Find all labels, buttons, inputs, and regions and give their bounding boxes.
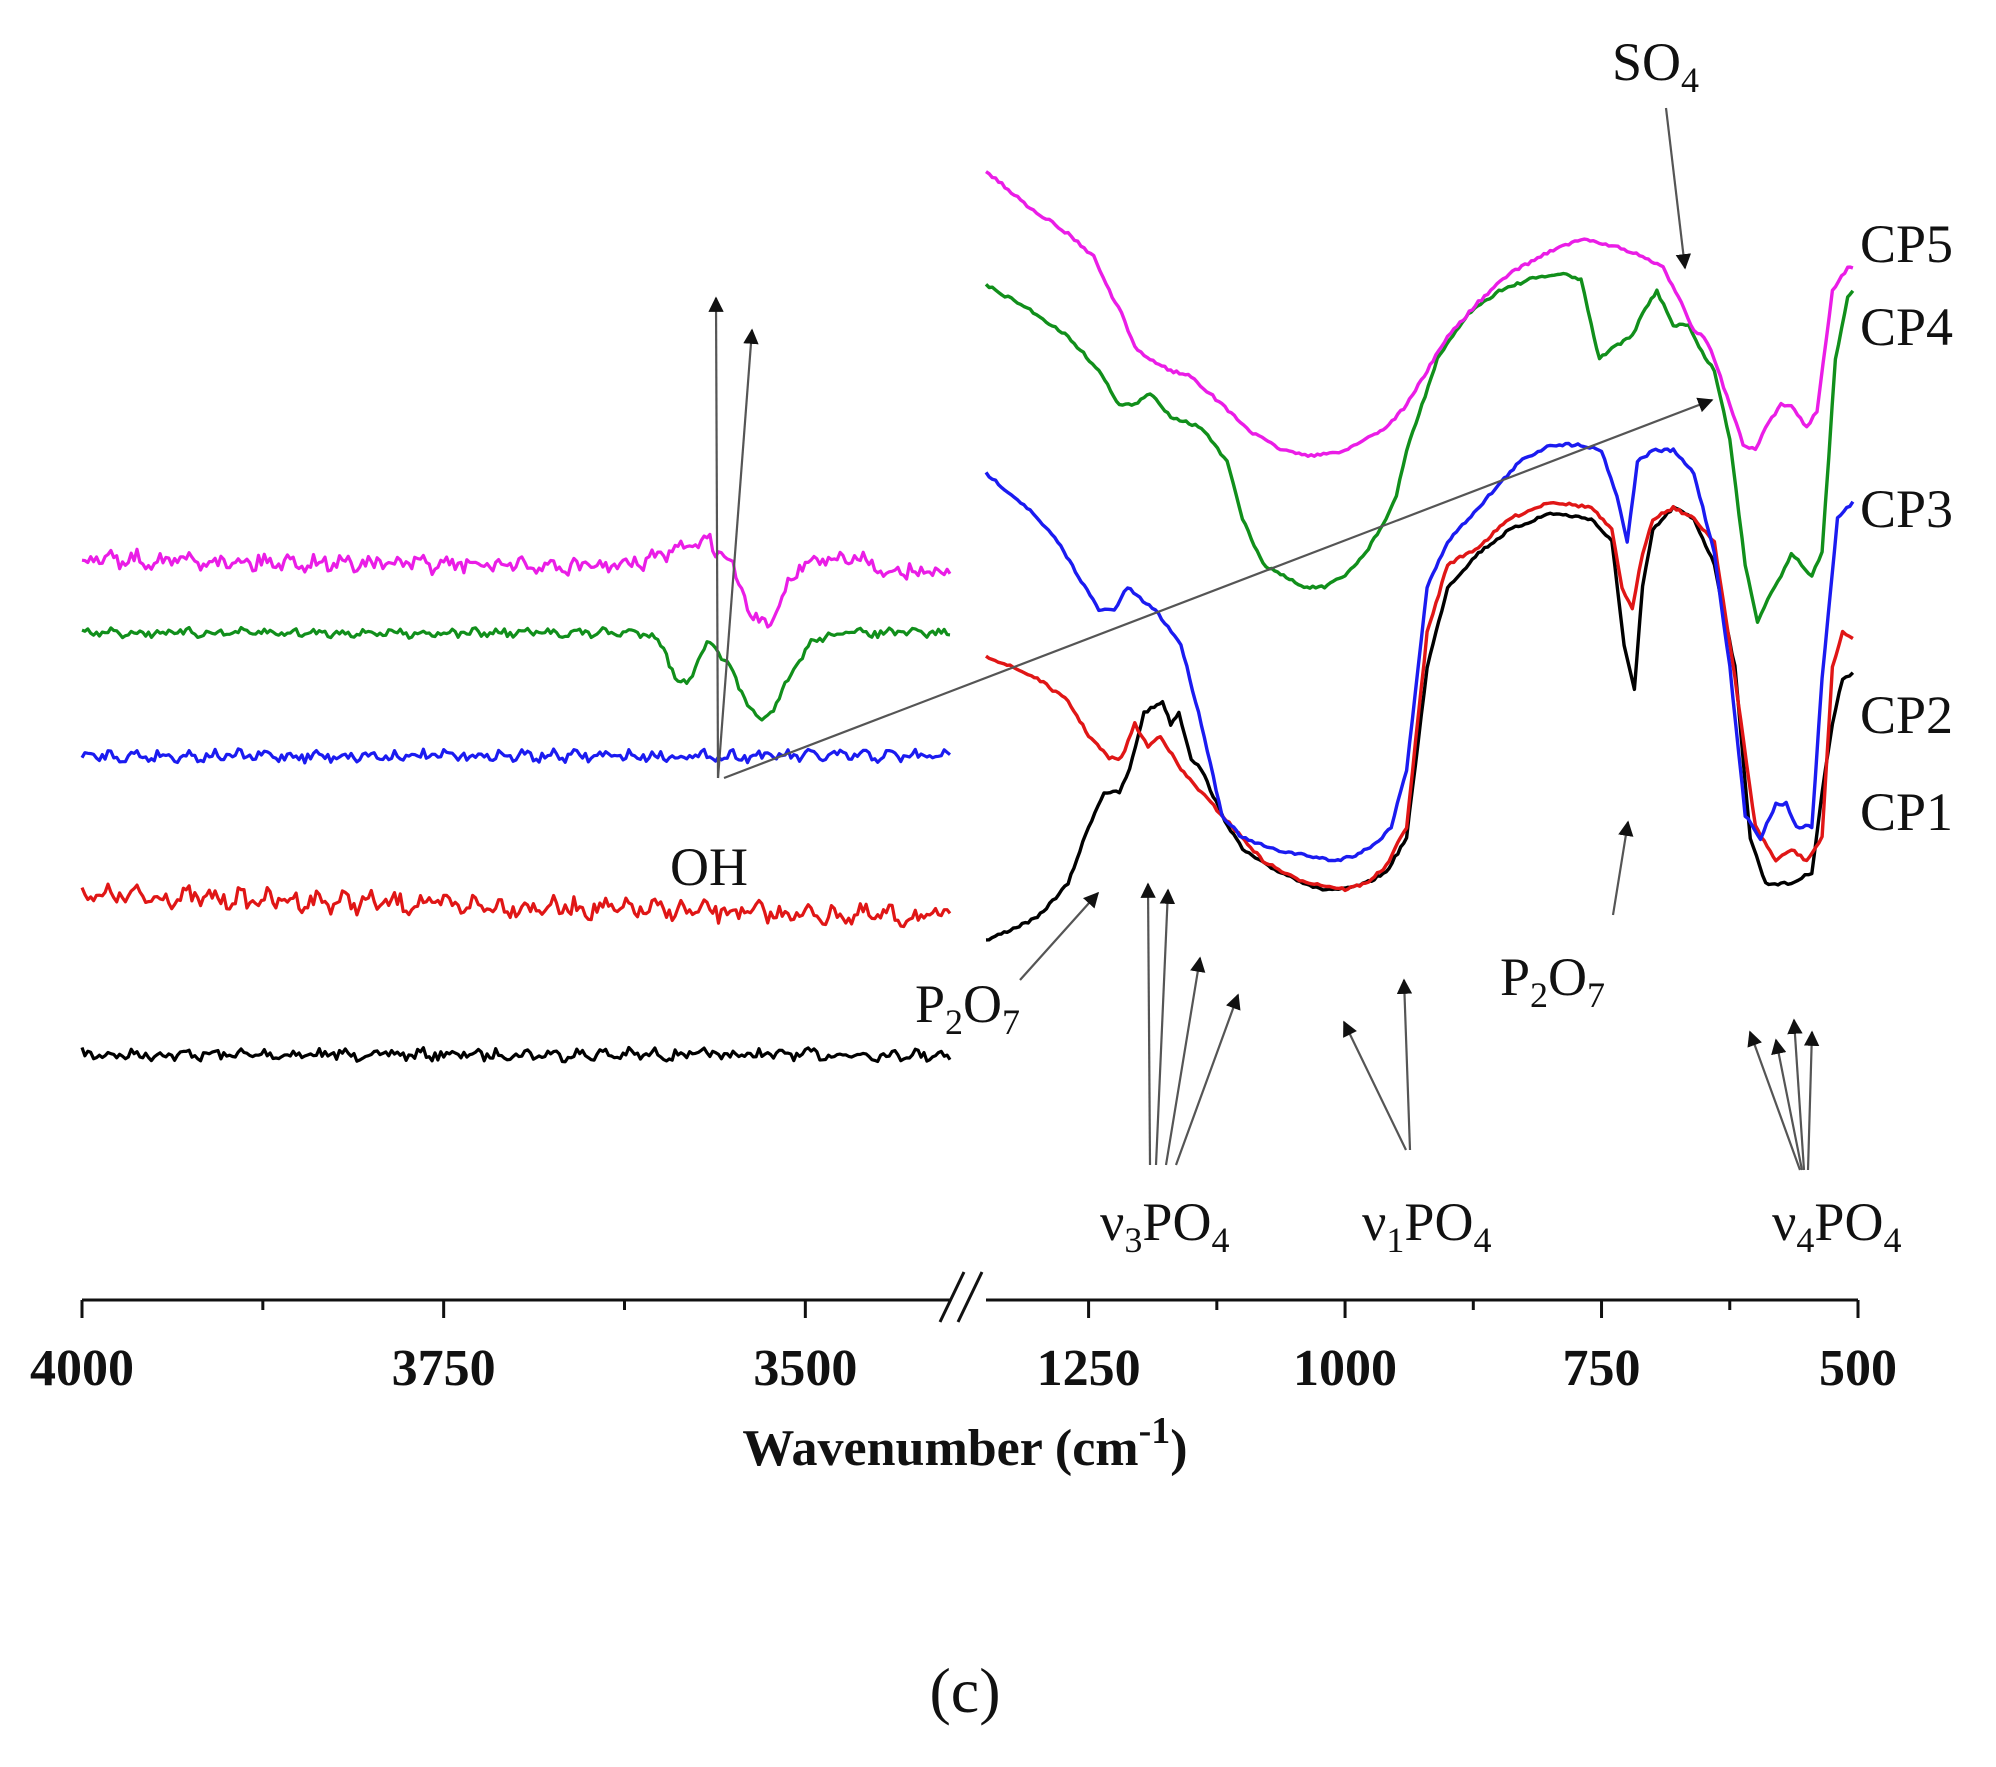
v3po4-arrow-1 — [1140, 882, 1156, 1166]
v4po4-arrow-4 — [1803, 1030, 1820, 1171]
panel-label: (c) — [929, 1655, 1000, 1726]
series-cp3 — [80, 441, 1855, 863]
series-cp4-line-high — [81, 625, 951, 722]
v4po4-arrow-3 — [1787, 1018, 1806, 1171]
oh-arrow-2 — [716, 328, 759, 779]
annotation-arrows — [708, 107, 1820, 1171]
series-cp5 — [81, 170, 1854, 629]
annotation-p2o7-left: P2O7 — [915, 974, 1020, 1042]
v4po4-arrow-2 — [1771, 1038, 1804, 1171]
p2o7-left-arrow — [1019, 891, 1100, 981]
annotation-v4po4: ν4PO4 — [1772, 1192, 1901, 1260]
x-1250-tick-label: 1250 — [1037, 1340, 1141, 1397]
series-cp4-line-low — [984, 271, 1855, 624]
oh-arrow-1 — [708, 296, 724, 779]
annotation-oh: OH — [670, 837, 748, 897]
x-500-tick-label: 500 — [1819, 1340, 1897, 1397]
x-3500-tick-label: 3500 — [753, 1340, 857, 1397]
series-label-cp3: CP3 — [1860, 479, 1953, 539]
p2o7-right-arrow — [1611, 820, 1634, 916]
series-cp1-line-low — [985, 505, 1855, 942]
x-750-tick-label: 750 — [1563, 1340, 1641, 1397]
v1po4-arrow-1 — [1343, 1020, 1407, 1151]
series-layer — [80, 170, 1855, 1064]
annotation-v1po4: ν1PO4 — [1362, 1192, 1491, 1260]
series-label-cp1: CP1 — [1860, 782, 1953, 842]
v4po4-arrow-1 — [1747, 1030, 1802, 1171]
series-cp5-line-high — [81, 532, 952, 629]
series-label-cp4: CP4 — [1860, 297, 1953, 357]
x-axis-title: Wavenumber (cm-1) — [742, 1410, 1187, 1477]
series-cp2-line-high — [80, 882, 952, 929]
x-4000-tick-label: 4000 — [30, 1340, 134, 1397]
x-axis — [82, 1271, 1858, 1323]
series-cp1-line-high — [80, 1045, 952, 1064]
annotation-p2o7-right: P2O7 — [1500, 947, 1605, 1015]
series-cp3-line-low — [984, 441, 1855, 863]
axis-break-icon — [938, 1271, 984, 1323]
series-label-cp5: CP5 — [1860, 214, 1953, 274]
series-cp3-line-high — [80, 747, 952, 765]
tick-layer: 4000 3750 3500 1250 1000 750 500 — [30, 1300, 1897, 1397]
series-cp2 — [80, 501, 1854, 929]
v3po4-arrow-4 — [1174, 993, 1241, 1166]
x-3750-tick-label: 3750 — [392, 1340, 496, 1397]
annotation-v3po4: ν3PO4 — [1100, 1192, 1229, 1260]
oh-arrow-3 — [723, 397, 1714, 780]
series-cp5-line-low — [985, 170, 1854, 458]
x-1000-tick-label: 1000 — [1293, 1340, 1397, 1397]
series-cp1 — [80, 505, 1855, 1064]
annotation-so4: SO4 — [1612, 32, 1699, 100]
v3po4-arrow-3 — [1164, 956, 1206, 1166]
v3po4-arrow-2 — [1154, 888, 1176, 1166]
so4-arrow — [1664, 107, 1692, 270]
v1po4-arrow-2 — [1396, 978, 1413, 1151]
series-label-cp2: CP2 — [1860, 685, 1953, 745]
series-cp2-line-low — [984, 501, 1854, 893]
series-cp4 — [81, 271, 1855, 722]
